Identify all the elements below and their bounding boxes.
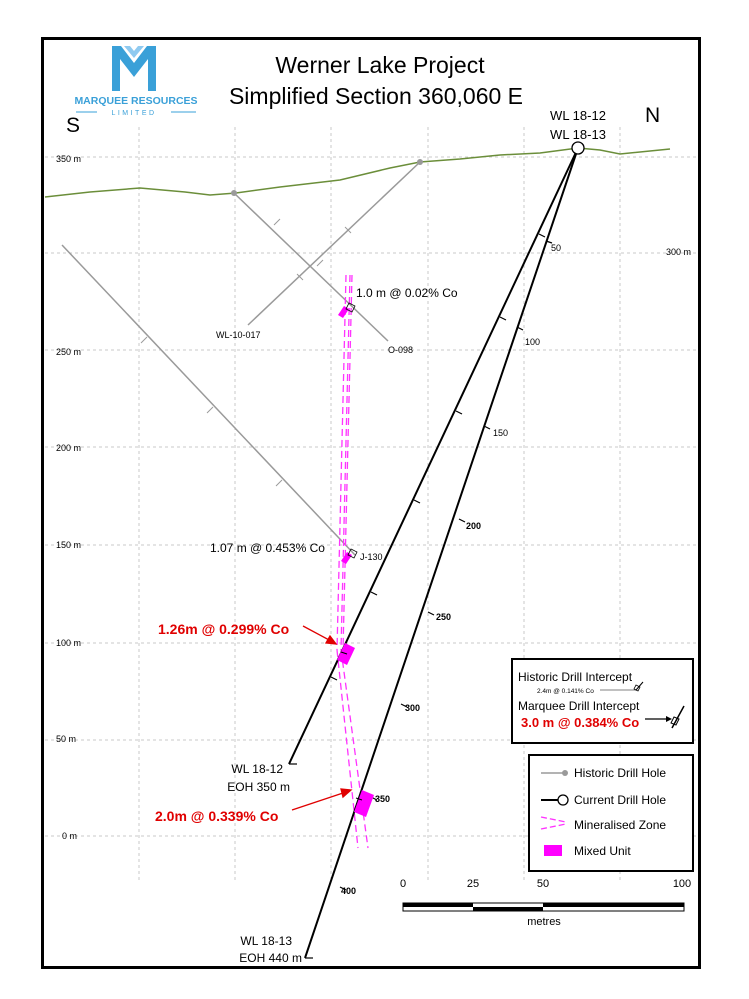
historic-hole-wl-10-017 [247,161,421,326]
scale-tick-25: 25 [467,878,479,890]
historic-hole-label-3: J-130 [360,552,383,562]
scale-tick-50: 50 [537,878,549,890]
logo-subtitle: LIMITED [111,110,156,117]
historic-hole-o-098 [233,192,389,342]
logo-company: MARQUEE RESOURCES [74,95,197,107]
key-box [511,658,694,744]
eoh-wl-18-13-name: WL 18-13 [240,934,292,948]
historic-hole-j-130 [61,244,356,556]
title-line-1: Werner Lake Project [275,52,485,78]
scale-unit: metres [527,916,561,928]
legend-mixed-unit: Mixed Unit [574,844,631,858]
orientation-north: N [645,104,660,127]
historic-intercept-label-1: 1.0 m @ 0.02% Co [356,286,458,300]
historic-intercept-markers [345,302,358,559]
eoh-wl-18-13-depth: EOH 440 m [239,951,302,965]
depth-label-400: 400 [341,886,356,896]
elevation-200: 200 m [56,443,81,453]
depth-label-250: 250 [436,612,451,622]
collar-marker [571,141,585,155]
grid [45,127,698,880]
topography-line [44,147,671,198]
elevation-350: 350 m [56,154,81,164]
orientation-south: S [66,114,80,137]
legend-historic-hole: Historic Drill Hole [574,766,666,780]
scale-bar [402,902,685,912]
legend-current-hole: Current Drill Hole [574,793,666,807]
historic-collar-2 [231,190,237,196]
title-line-2: Simplified Section 360,060 E [229,83,523,109]
historic-hole-label-2: O-098 [388,345,413,355]
legend-symbols [540,770,569,856]
current-holes [288,147,579,959]
key-marquee-title: Marquee Drill Intercept [518,699,640,713]
historic-collar-1 [417,159,423,165]
scale-tick-0: 0 [400,878,406,890]
depth-label-100: 100 [525,337,540,347]
eoh-wl-18-12-depth: EOH 350 m [227,780,290,794]
drill-hole-wl-18-12 [288,147,579,765]
historic-hole-ticks [140,218,352,487]
scale-tick-100: 100 [673,878,691,890]
key-historic-title: Historic Drill Intercept [518,670,633,684]
elevation-0: 0 m [62,831,77,841]
depth-label-350: 350 [375,794,390,804]
eoh-wl-18-12-name: WL 18-12 [231,762,283,776]
marquee-intercept-label-1: 1.26m @ 0.299% Co [158,621,289,637]
historic-hole-label-1: WL-10-017 [216,330,261,340]
elevation-150: 150 m [56,540,81,550]
collar-label-wl-18-12: WL 18-12 [550,108,606,123]
collar-label-wl-18-13: WL 18-13 [550,127,606,142]
historic-intercept-label-2: 1.07 m @ 0.453% Co [210,541,325,555]
key-marquee-example: 3.0 m @ 0.384% Co [521,715,639,730]
drill-hole-wl-18-13 [304,147,579,959]
elevation-250: 250 m [56,347,81,357]
highlight-arrows [291,625,353,811]
legend-mineralised-zone: Mineralised Zone [574,818,666,832]
logo-mark [112,46,156,91]
depth-label-150: 150 [493,428,508,438]
marquee-intercepts [337,643,374,817]
marquee-intercept-label-2: 2.0m @ 0.339% Co [155,808,278,824]
marquee-logo [76,46,196,113]
elevation-300: 300 m [666,247,691,257]
historic-holes [61,161,421,556]
key-historic-example: 2.4m @ 0.141% Co [537,688,594,695]
depth-label-50: 50 [551,243,561,253]
depth-ticks [289,233,553,959]
key-box-symbols [600,681,685,729]
depth-label-200: 200 [466,521,481,531]
depth-label-300: 300 [405,703,420,713]
elevation-100: 100 m [56,638,81,648]
elevation-50: 50 m [56,734,76,744]
